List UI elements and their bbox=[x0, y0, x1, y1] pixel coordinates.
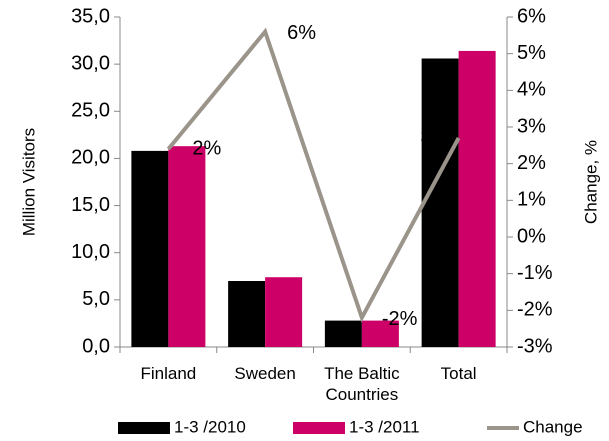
y-tick-label: 5,0 bbox=[82, 288, 110, 310]
y-axis-title: Million Visitors bbox=[19, 128, 38, 236]
y2-tick-label: -2% bbox=[517, 299, 553, 321]
y-tick-label: 15,0 bbox=[71, 194, 110, 216]
x-tick-label: Finland bbox=[140, 364, 197, 383]
y-tick-label: 0,0 bbox=[82, 335, 110, 357]
y2-tick-label: 6% bbox=[517, 5, 546, 27]
bar bbox=[324, 320, 362, 347]
y2-tick-label: 0% bbox=[517, 225, 546, 247]
y2-axis-title: Change, % bbox=[581, 140, 600, 224]
legend-label: 1-3 /2011 bbox=[349, 417, 420, 436]
data-label: 6% bbox=[287, 22, 316, 44]
bar bbox=[228, 281, 266, 347]
y-tick-label: 20,0 bbox=[71, 147, 110, 169]
bar bbox=[131, 150, 169, 347]
x-tick-label: Sweden bbox=[234, 364, 296, 383]
change-line bbox=[166, 27, 461, 323]
y2-tick-label: -1% bbox=[517, 262, 553, 284]
x-tick-label: Total bbox=[440, 364, 477, 383]
y2-tick-label: 1% bbox=[517, 189, 546, 211]
y-tick-label: 35,0 bbox=[71, 5, 110, 27]
y-tick-label: 30,0 bbox=[71, 52, 110, 74]
data-label: 3% bbox=[421, 126, 450, 148]
bar bbox=[458, 50, 496, 347]
y2-tick-label: 5% bbox=[517, 42, 546, 64]
y2-tick-label: 3% bbox=[517, 115, 546, 137]
data-label: 2% bbox=[192, 137, 221, 159]
bar bbox=[265, 277, 303, 347]
y2-tick-label: 2% bbox=[517, 152, 546, 174]
legend-swatch bbox=[118, 422, 170, 434]
legend-swatch bbox=[293, 422, 345, 434]
legend-label: 1-3 /2010 bbox=[174, 417, 246, 436]
bar bbox=[361, 320, 399, 347]
y2-tick-label: -3% bbox=[517, 335, 553, 357]
y-tick-label: 10,0 bbox=[71, 241, 110, 263]
data-label: -2% bbox=[382, 308, 418, 330]
y-tick-label: 25,0 bbox=[71, 100, 110, 122]
legend-label: Change bbox=[523, 417, 583, 436]
y2-tick-label: 4% bbox=[517, 79, 546, 101]
bar bbox=[421, 58, 459, 347]
bar bbox=[168, 146, 206, 347]
x-tick-label: The Baltic Countries bbox=[324, 364, 400, 404]
